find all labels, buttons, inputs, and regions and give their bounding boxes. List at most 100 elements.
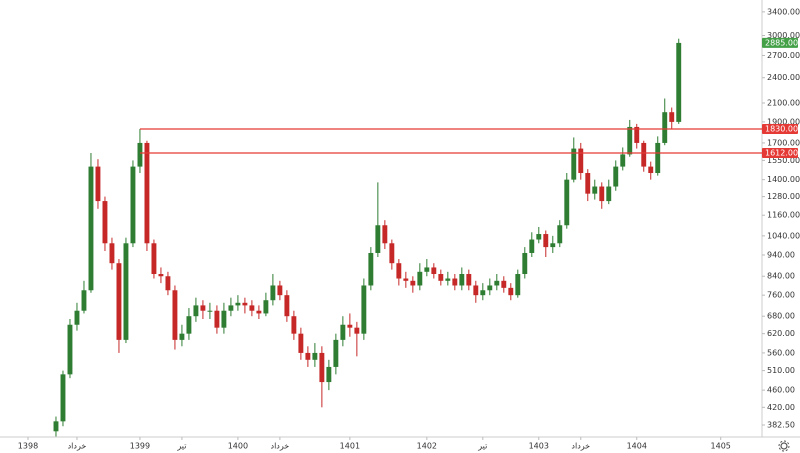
candle-body [326,366,332,383]
y-tick-label: 420.00 [767,403,795,412]
candle-body [361,285,367,334]
candle-body [60,374,66,422]
candle-body [501,280,507,288]
candle-body [214,310,220,328]
candle-body [648,166,654,174]
level-badge [762,147,798,158]
candle-body [529,239,535,253]
y-tick-label: 510.00 [767,366,795,375]
last-price-badge [762,37,798,48]
level-label: 1612.00 [765,148,798,157]
candle-body [466,274,472,286]
x-tick-label: 1401 [340,442,360,451]
x-tick-label: 1398 [18,442,38,451]
candle-body [578,148,584,174]
candle-body [438,274,444,281]
x-tick-label: 1403 [529,442,549,451]
candle-body [95,166,101,202]
candle-body [340,324,346,340]
candle-body [242,302,248,306]
candle-body [137,142,143,167]
candle-body [312,352,318,360]
candle-body [228,305,234,311]
candle-body [277,285,283,296]
candle-body [179,333,185,340]
candle-body [305,352,311,360]
candle-body [473,285,479,296]
candle-body [298,333,304,353]
y-tick-label: 840.00 [767,272,795,281]
y-tick-label: 3000.00 [767,31,800,40]
candle-body [382,225,388,244]
x-tick-label: 1400 [228,442,248,451]
candle-body [536,234,542,240]
y-tick-label: 760.00 [767,291,795,300]
x-tick-label: خرداد [271,442,290,451]
candle-body [207,310,213,312]
candle-body [662,112,668,143]
x-tick-label: 1402 [417,442,437,451]
y-tick-label: 560.00 [767,348,795,357]
candle-body [606,186,612,202]
y-tick-label: 2700.00 [767,51,800,60]
candle-body [221,310,227,328]
x-tick-label: خرداد [68,442,87,451]
y-tick-label: 460.00 [767,386,795,395]
x-tick-label: 1399 [130,442,150,451]
candle-body [284,295,290,317]
candle-body [627,126,633,155]
last-price-label: 2885.00 [765,38,798,47]
y-tick-label: 1900.00 [767,117,800,126]
candle-body [676,42,682,122]
candle-body [67,324,73,375]
settings-icon[interactable] [778,440,790,452]
x-tick-label: تیر [477,442,487,451]
candle-body [347,324,353,328]
candle-body [634,126,640,143]
candle-body [123,243,129,340]
candle-body [417,271,423,286]
x-tick-label: 1405 [711,442,731,451]
candle-body [487,285,493,291]
x-tick-label: تیر [176,442,186,451]
candle-body [550,243,556,248]
candle-body [354,327,360,334]
candle-body [172,290,178,340]
candle-body [452,278,458,286]
level-label: 1830.00 [765,124,798,133]
candle-body [480,290,486,296]
candle-body [319,352,325,383]
candle-body [368,252,374,286]
candle-body [130,166,136,244]
candle-body [144,142,150,244]
candle-body [249,305,255,311]
candle-body [256,310,262,314]
candle-body [564,179,570,226]
candle-body [263,300,269,314]
candle-body [53,421,59,432]
candle-body [235,302,241,306]
x-tick-label: 1404 [627,442,647,451]
y-tick-label: 1550.00 [767,156,800,165]
candle-body [158,274,164,277]
y-tick-label: 1040.00 [767,231,800,240]
candle-body [655,142,661,174]
candle-body [522,252,528,275]
y-tick-label: 2400.00 [767,73,800,82]
candle-body [515,274,521,296]
candle-body [431,267,437,275]
y-tick-label: 680.00 [767,312,795,321]
level-badge [762,123,798,134]
candle-body [88,166,94,291]
candle-body [270,285,276,301]
y-tick-label: 1700.00 [767,138,800,147]
candle-body [102,201,108,244]
candle-body [109,243,115,264]
candle-body [445,278,451,281]
candle-body [151,243,157,275]
y-tick-label: 1160.00 [767,211,800,220]
candle-body [291,316,297,334]
candle-body [592,186,598,194]
candle-body [116,263,122,340]
